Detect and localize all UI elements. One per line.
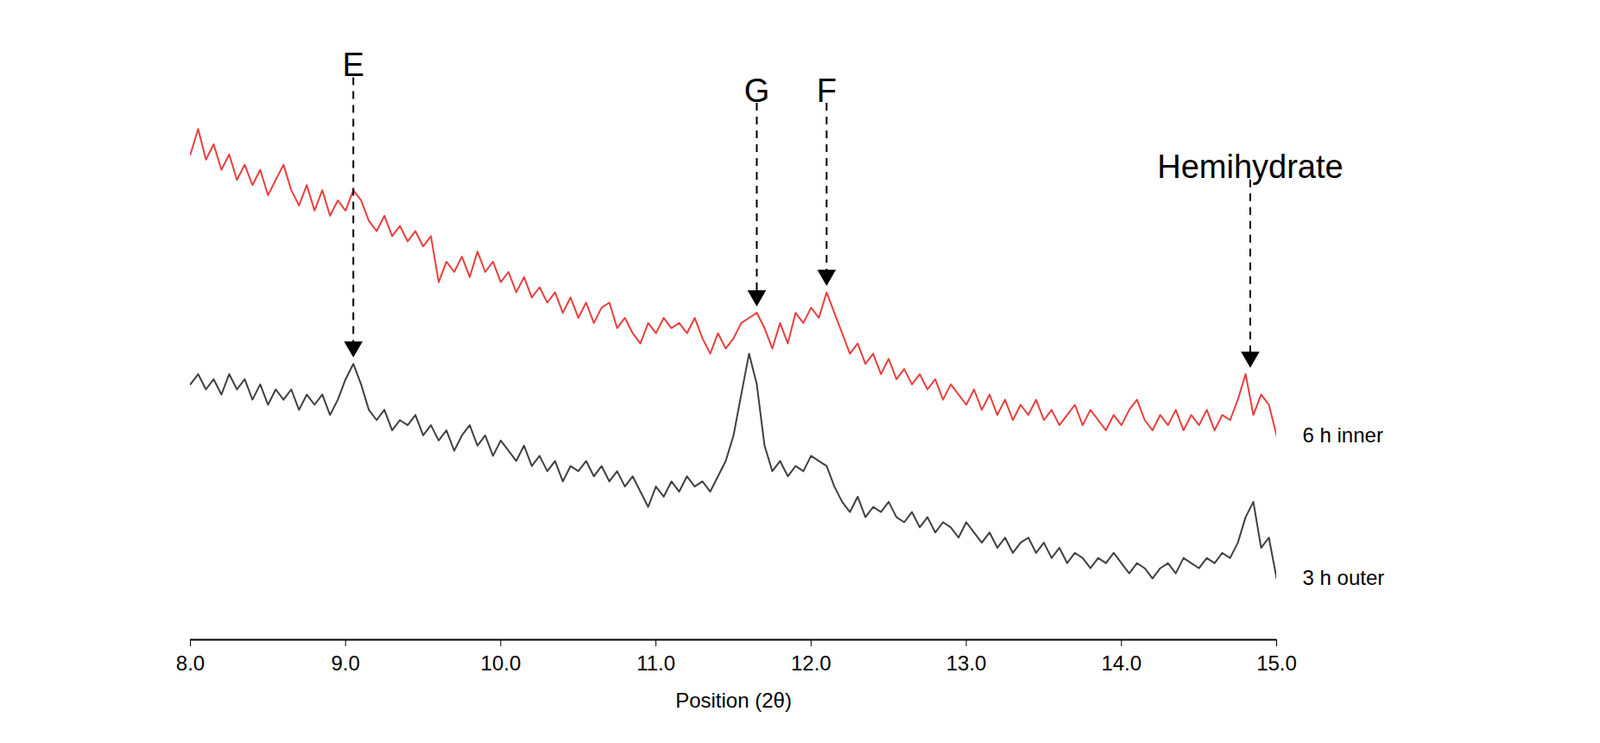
svg-text:Hemihydrate: Hemihydrate xyxy=(1157,148,1343,185)
svg-text:12.0: 12.0 xyxy=(790,651,832,675)
svg-text:Position (2θ): Position (2θ) xyxy=(675,688,792,712)
svg-text:8.0: 8.0 xyxy=(176,651,205,675)
svg-text:11.0: 11.0 xyxy=(636,651,676,675)
svg-text:13.0: 13.0 xyxy=(946,651,987,675)
svg-text:9.0: 9.0 xyxy=(331,651,361,675)
svg-text:F: F xyxy=(816,72,837,109)
svg-text:G: G xyxy=(744,72,771,109)
svg-text:6 h inner: 6 h inner xyxy=(1302,423,1384,447)
svg-text:E: E xyxy=(342,46,365,83)
svg-text:15.0: 15.0 xyxy=(1256,651,1297,675)
svg-text:3 h outer: 3 h outer xyxy=(1302,565,1385,589)
svg-text:10.0: 10.0 xyxy=(480,651,522,675)
svg-text:14.0: 14.0 xyxy=(1100,651,1142,675)
